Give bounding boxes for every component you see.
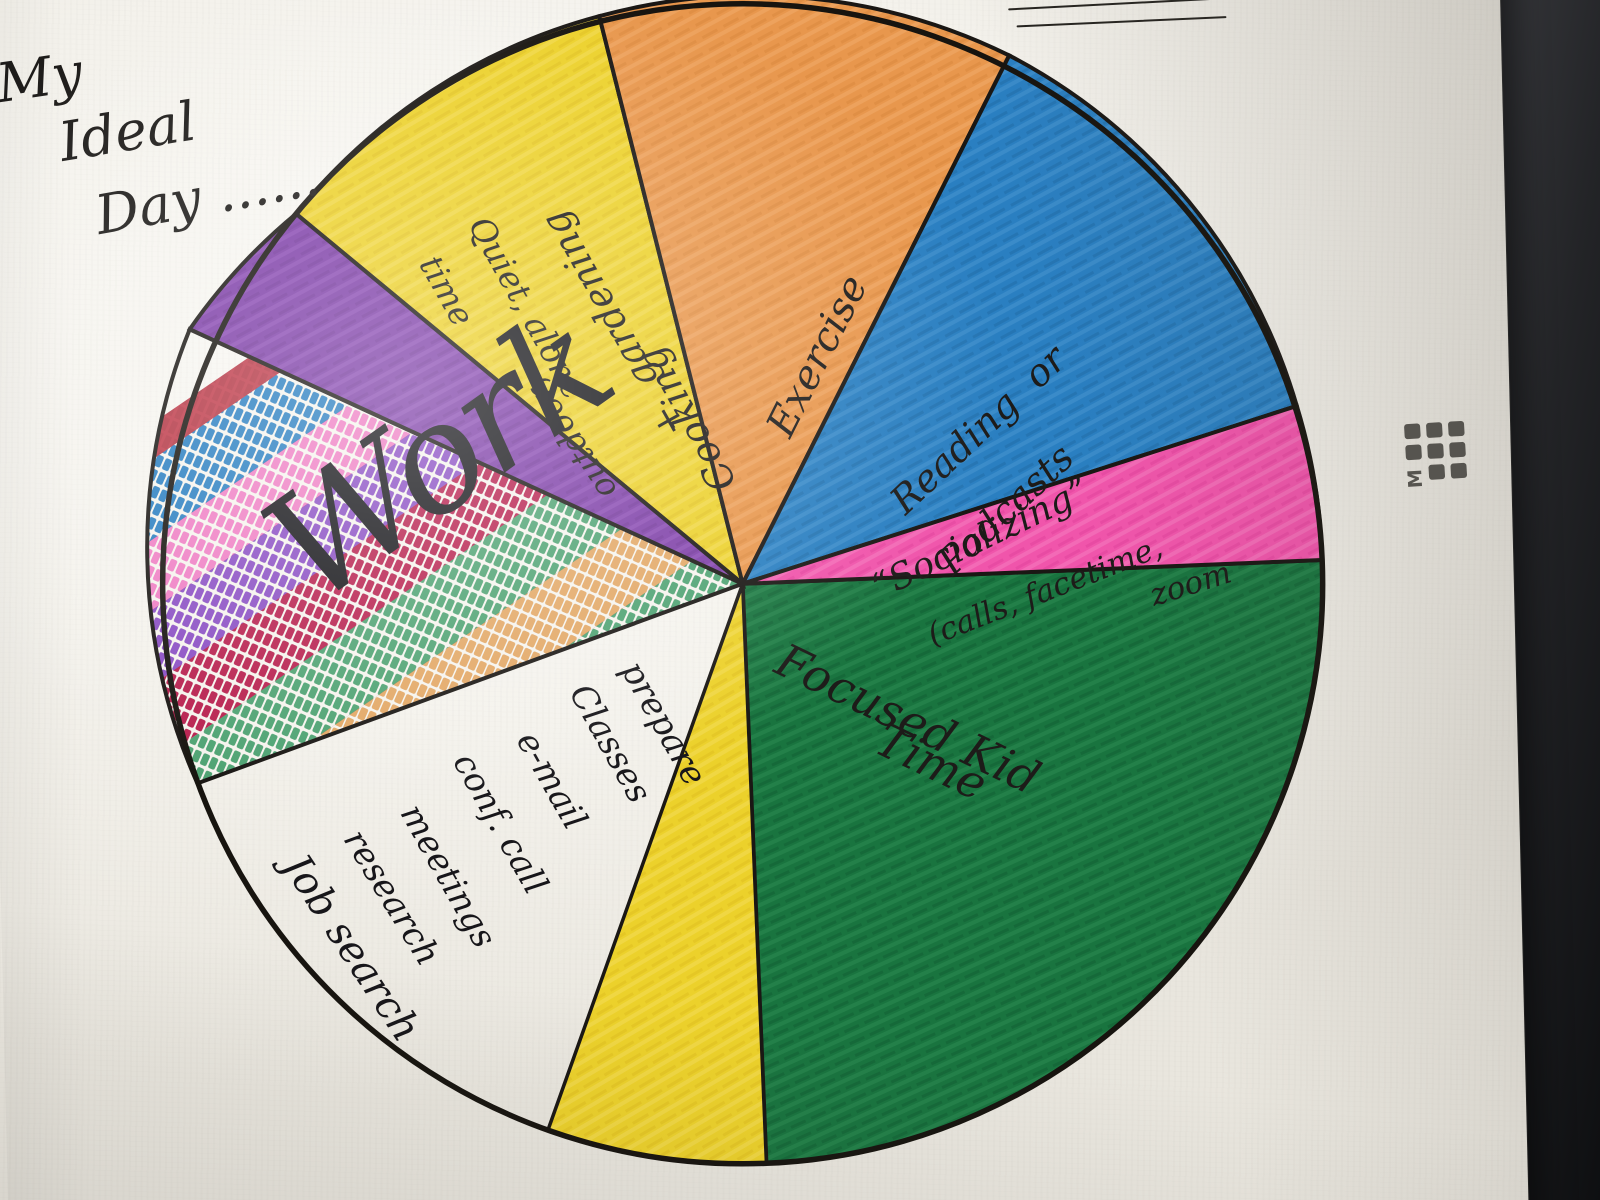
slice-reading-podcasts xyxy=(738,52,1300,588)
slice-exercise xyxy=(596,0,1012,590)
notebook-page: My Ideal Day ...... Realistically Exerci… xyxy=(0,0,1530,1200)
paper-shading xyxy=(0,0,1530,1200)
